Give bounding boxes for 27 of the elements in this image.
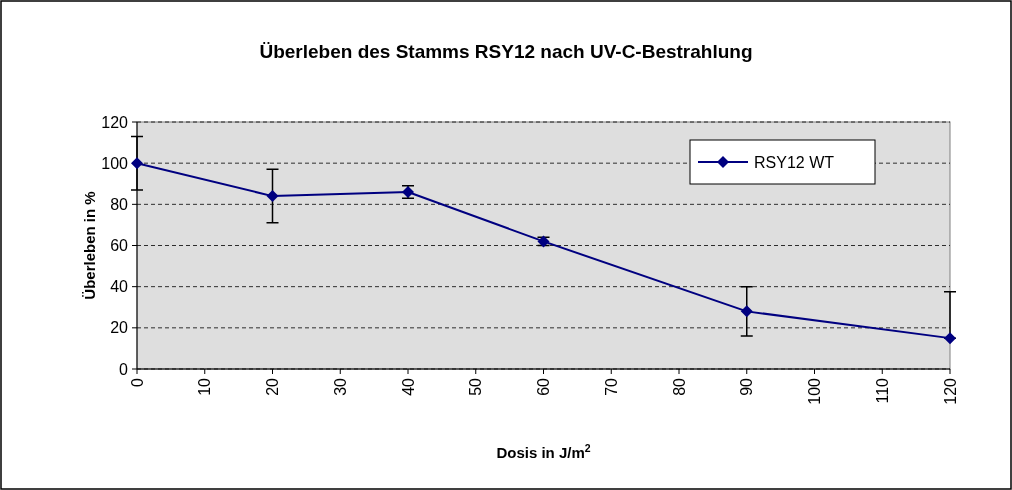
chart-title: Überleben des Stamms RSY12 nach UV-C-Bestrahlung: [259, 41, 753, 62]
point: [944, 332, 956, 345]
y-tick-label: 60: [110, 237, 129, 255]
x-tick-label: 60: [535, 377, 553, 396]
y-tick-label: 20: [110, 319, 129, 337]
point: [740, 305, 753, 318]
y-tick-label: 40: [110, 278, 129, 296]
y-tick-label: 80: [110, 195, 129, 213]
x-tick-label: 110: [873, 377, 891, 404]
x-tick-label: 50: [467, 377, 485, 396]
x-tick-label: 30: [331, 377, 349, 396]
x-tick-label: 0: [128, 377, 146, 387]
legend-label: RSY12 WT: [754, 153, 835, 171]
y-tick-label: 0: [119, 360, 129, 378]
x-tick-label: 120: [941, 377, 959, 405]
x-tick-label: 10: [196, 377, 214, 396]
x-tick-label: 100: [806, 377, 824, 405]
y-tick-label: 100: [101, 154, 129, 172]
x-tick-label: 80: [670, 377, 688, 396]
point: [266, 190, 279, 203]
x-tick-label: 70: [602, 377, 620, 396]
y-axis-title: Überleben in %: [81, 191, 98, 300]
x-tick-label: 20: [264, 377, 282, 396]
x-axis-title: Dosis in J/m$^{2}$: [496, 442, 591, 461]
y-tick-label: 120: [101, 113, 129, 131]
x-tick-label: 90: [738, 377, 756, 396]
x-tick-label: 40: [399, 377, 417, 396]
